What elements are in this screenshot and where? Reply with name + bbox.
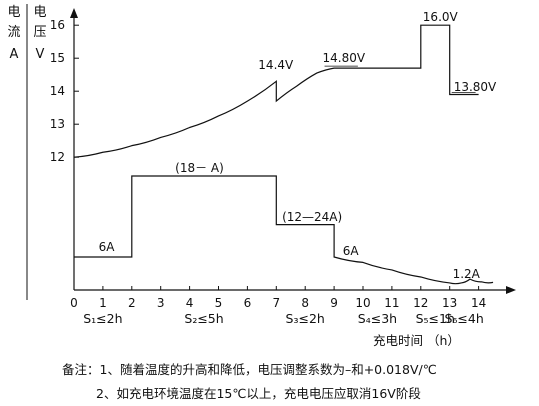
- voltage-curve: [73, 24, 479, 158]
- y-tick-label: 12: [49, 150, 65, 165]
- x-tick-label: 13: [442, 296, 458, 310]
- stage-label: S₄≤3h: [357, 311, 398, 326]
- voltage-axis-char-2: 压: [33, 25, 47, 40]
- x-tick-label: 10: [355, 296, 371, 310]
- y-tick-label: 14: [49, 84, 65, 99]
- x-axis-arrow: [506, 286, 516, 294]
- stage-label: S₃≤2h: [285, 311, 325, 326]
- voltage-annotation-16-0: 16.0V: [422, 10, 458, 25]
- current-annotation-6a-2: 6A: [342, 244, 359, 258]
- x-tick-label: 7: [272, 296, 281, 310]
- y-tick-label: 15: [49, 51, 65, 66]
- x-axis-label: 充电时间 （h）: [373, 333, 460, 348]
- current-annotation-18a: (18－ A): [175, 161, 224, 175]
- stage-label: S₁≤2h: [83, 311, 123, 326]
- x-tick-label: 9: [330, 296, 338, 310]
- note-2: 2、如充电环境温度在15℃以上，充电电压应取消16V阶段: [96, 386, 421, 401]
- voltage-annotation-14-80: 14.80V: [322, 51, 366, 66]
- x-tick-label: 8: [301, 296, 309, 310]
- current-curve: [74, 175, 494, 285]
- current-axis-char-3: A: [9, 47, 19, 62]
- voltage-annotation-14-4: 14.4V: [258, 58, 294, 73]
- voltage-axis-char-1: 电: [33, 5, 47, 20]
- y-axis-arrow: [70, 8, 78, 18]
- note-1: 备注：1、随着温度的升高和降低，电压调整系数为–和+0.018V/℃: [62, 362, 437, 377]
- current-annotation-1-2a: 1.2A: [452, 266, 480, 281]
- y-tick-label: 16: [49, 18, 65, 33]
- x-tick-label: 3: [156, 296, 165, 310]
- voltage-annotation-13-80: 13.80V: [453, 79, 497, 94]
- stage-label: S₆≤4h: [444, 311, 484, 326]
- x-tick-label: 2: [127, 296, 136, 310]
- voltage-axis-char-3: V: [35, 47, 45, 62]
- x-tick-label: 5: [214, 296, 223, 310]
- x-tick-label: 1: [99, 296, 107, 310]
- stage-label: S₅≤1h: [415, 311, 455, 326]
- y-tick-label: 13: [49, 117, 65, 132]
- current-axis-char-1: 电: [7, 5, 21, 20]
- x-tick-label: 0: [70, 296, 78, 310]
- x-tick-label: 12: [413, 296, 429, 310]
- x-tick-label: 4: [185, 296, 194, 310]
- x-tick-label: 6: [243, 296, 252, 310]
- current-axis-char-2: 流: [7, 25, 21, 40]
- x-tick-label: 14: [470, 296, 487, 310]
- current-annotation-6a: 6A: [98, 240, 115, 254]
- current-annotation-12-24a: (12—24A): [282, 209, 343, 224]
- stage-label: S₂≤5h: [184, 311, 224, 326]
- x-tick-label: 11: [384, 296, 400, 310]
